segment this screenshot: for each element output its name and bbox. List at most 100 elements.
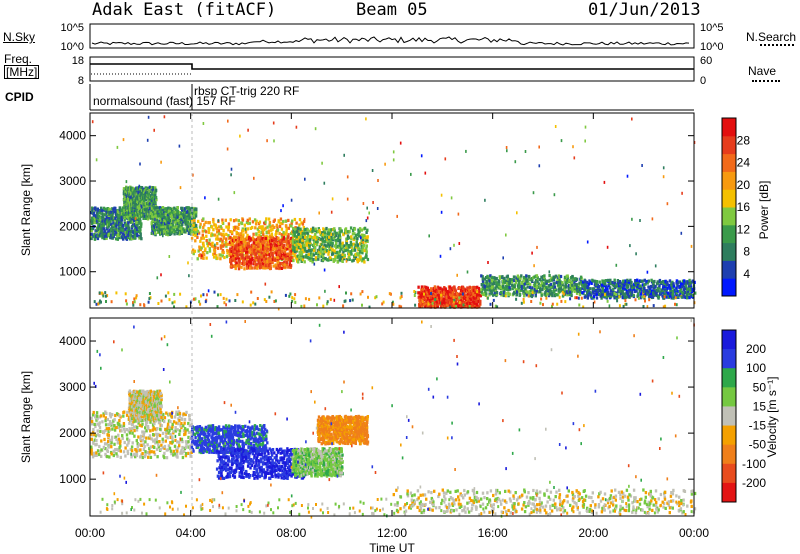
data-cell — [131, 210, 135, 215]
data-cell — [124, 200, 127, 204]
data-cell — [334, 241, 338, 245]
data-cell — [101, 231, 104, 235]
data-cell — [290, 258, 293, 263]
data-cell — [262, 259, 266, 263]
data-cell — [237, 236, 240, 240]
data-cell — [95, 442, 98, 447]
data-cell — [252, 240, 255, 244]
data-cell — [345, 230, 349, 234]
data-cell — [487, 261, 489, 264]
data-cell — [167, 444, 171, 448]
data-cell — [214, 243, 216, 247]
data-cell — [116, 217, 120, 221]
data-cell — [490, 289, 493, 293]
data-cell — [317, 227, 320, 231]
data-cell — [531, 291, 534, 295]
data-cell — [306, 256, 309, 260]
data-cell — [177, 213, 181, 217]
data-cell — [312, 236, 315, 240]
data-cell — [461, 300, 464, 304]
data-cell — [246, 259, 249, 263]
data-cell — [130, 229, 133, 233]
data-cell — [355, 240, 358, 244]
data-cell — [208, 249, 212, 253]
data-cell — [101, 214, 105, 218]
data-cell — [222, 228, 225, 232]
data-cell — [356, 243, 360, 247]
data-cell — [510, 278, 514, 282]
data-cell — [278, 224, 282, 228]
data-cell — [558, 290, 561, 294]
data-cell — [276, 266, 279, 270]
data-cell — [444, 157, 447, 161]
data-cell — [392, 302, 395, 306]
data-cell — [245, 241, 248, 245]
data-cell — [182, 227, 185, 231]
data-cell — [261, 239, 264, 243]
data-cell — [330, 237, 333, 241]
data-cell — [254, 250, 257, 254]
data-cell — [92, 428, 95, 432]
data-cell — [318, 296, 321, 300]
data-cell — [316, 240, 319, 244]
data-cell — [324, 250, 327, 254]
data-cell — [156, 220, 160, 224]
data-cell — [520, 284, 524, 288]
data-cell — [153, 422, 156, 426]
data-cell — [321, 236, 325, 240]
data-cell — [688, 278, 691, 282]
data-cell — [127, 226, 131, 230]
data-cell — [662, 283, 665, 287]
data-cell — [139, 235, 142, 239]
data-cell — [122, 237, 125, 241]
data-cell — [236, 251, 239, 255]
data-cell — [484, 289, 487, 293]
data-cell — [662, 305, 665, 309]
data-cell — [314, 227, 317, 231]
data-cell — [635, 282, 638, 286]
data-cell — [328, 246, 331, 250]
data-cell — [220, 226, 223, 230]
data-cell — [207, 230, 211, 234]
data-cell — [689, 294, 693, 298]
data-cell — [606, 290, 610, 294]
data-cell — [280, 241, 283, 245]
data-cell — [253, 261, 257, 265]
data-cell — [216, 242, 219, 246]
data-cell — [152, 188, 155, 192]
data-cell — [298, 256, 301, 260]
data-cell — [91, 430, 95, 434]
data-cell — [520, 288, 523, 292]
data-cell — [155, 447, 159, 451]
data-cell — [152, 219, 155, 223]
data-cell — [243, 261, 246, 265]
data-cell — [246, 266, 249, 270]
data-cell — [452, 295, 455, 299]
data-cell — [495, 292, 499, 296]
data-cell — [595, 296, 599, 300]
data-cell — [297, 260, 300, 264]
data-cell — [233, 249, 237, 253]
data-cell — [327, 232, 330, 236]
data-cell — [244, 248, 247, 252]
data-cell — [90, 432, 93, 436]
data-cell — [282, 219, 285, 224]
data-cell — [268, 260, 271, 264]
data-cell — [117, 228, 121, 232]
data-cell — [322, 304, 325, 308]
data-cell — [423, 285, 426, 289]
data-cell — [342, 250, 345, 254]
data-cell — [623, 282, 627, 286]
data-cell — [427, 289, 430, 293]
data-cell — [199, 302, 202, 306]
data-cell — [127, 221, 130, 225]
region-2 — [150, 206, 199, 237]
noise-tick-low-right: 10^0 — [700, 41, 724, 53]
data-cell — [147, 427, 150, 431]
data-cell — [277, 255, 280, 260]
data-cell — [272, 121, 275, 125]
data-cell — [303, 217, 306, 221]
data-cell — [432, 296, 435, 300]
data-cell — [537, 282, 540, 286]
data-cell — [346, 197, 349, 201]
